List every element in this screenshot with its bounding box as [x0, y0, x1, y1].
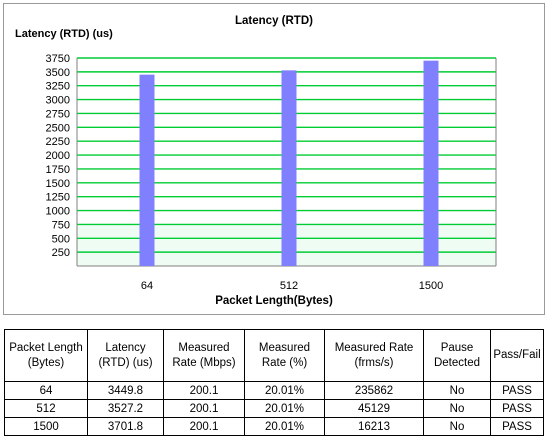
bar-64: [139, 74, 155, 266]
table-row: 1500 3701.8 200.1 20.01% 16213 No PASS: [4, 417, 544, 436]
cell-rate-percent: 20.01%: [244, 399, 325, 418]
y-tick-label: 750: [52, 219, 70, 231]
chart-panel: 250 500 750 1000 1250 1500 1750 2000 2250 2500 275…: [3, 3, 545, 315]
cell-packet-length: 512: [4, 399, 88, 418]
bar-512: [281, 70, 297, 266]
bar-1500: [423, 60, 439, 266]
y-axis-title: Latency (RTD) (us): [15, 28, 113, 40]
results-table: Packet Length (Bytes) Latency (RTD) (us)…: [4, 329, 544, 436]
header-pass-fail: Pass/Fail: [490, 329, 544, 382]
chart-title: Latency (RTD): [235, 15, 313, 27]
cell-rate-mbps: 200.1: [163, 399, 245, 418]
table-row: 512 3527.2 200.1 20.01% 45129 No PASS: [4, 399, 544, 418]
cell-packet-length: 64: [4, 381, 88, 400]
y-tick-label: 3000: [46, 95, 70, 107]
y-tick-label: 1750: [46, 164, 70, 176]
cell-latency: 3527.2: [87, 399, 164, 418]
cell-packet-length: 1500: [4, 417, 88, 436]
cell-rate-mbps: 200.1: [163, 381, 245, 400]
y-tick-label: 3250: [46, 81, 70, 93]
table-header-row: Packet Length (Bytes) Latency (RTD) (us)…: [4, 329, 544, 382]
y-tick-label: 2750: [46, 108, 70, 120]
cell-rate-frms: 16213: [324, 417, 424, 436]
cell-pause-detected: No: [423, 399, 491, 418]
cell-rate-frms: 235862: [324, 381, 424, 400]
cell-pause-detected: No: [423, 381, 491, 400]
x-tick-label: 1500: [419, 280, 443, 292]
header-rate-percent: Measured Rate (%): [244, 329, 325, 382]
header-rate-mbps: Measured Rate (Mbps): [163, 329, 245, 382]
y-tick-label: 2500: [46, 122, 70, 134]
x-tick-label: 512: [280, 280, 298, 292]
header-rate-frms: Measured Rate (frms/s): [324, 329, 424, 382]
cell-rate-percent: 20.01%: [244, 417, 325, 436]
x-tick-label: 64: [141, 280, 153, 292]
cell-rate-mbps: 200.1: [163, 417, 245, 436]
cell-rate-frms: 45129: [324, 399, 424, 418]
y-tick-label: 2000: [46, 150, 70, 162]
cell-latency: 3449.8: [87, 381, 164, 400]
y-tick-label: 1000: [46, 206, 70, 218]
header-pause-detected: Pause Detected: [423, 329, 491, 382]
y-tick-label: 250: [52, 247, 70, 259]
y-tick-label: 500: [52, 233, 70, 245]
header-packet-length: Packet Length (Bytes): [4, 329, 88, 382]
cell-pass-fail: PASS: [490, 381, 544, 400]
cell-pause-detected: No: [423, 417, 491, 436]
cell-latency: 3701.8: [87, 417, 164, 436]
y-tick-label: 2250: [46, 136, 70, 148]
y-tick-label: 3750: [46, 53, 70, 65]
cell-rate-percent: 20.01%: [244, 381, 325, 400]
x-axis-title: Packet Length(Bytes): [215, 295, 333, 307]
cell-pass-fail: PASS: [490, 417, 544, 436]
header-latency: Latency (RTD) (us): [87, 329, 164, 382]
y-tick-label: 1250: [46, 192, 70, 204]
table-row: 64 3449.8 200.1 20.01% 235862 No PASS: [4, 381, 544, 400]
cell-pass-fail: PASS: [490, 399, 544, 418]
y-tick-label: 1500: [46, 178, 70, 190]
y-tick-label: 3500: [46, 67, 70, 79]
